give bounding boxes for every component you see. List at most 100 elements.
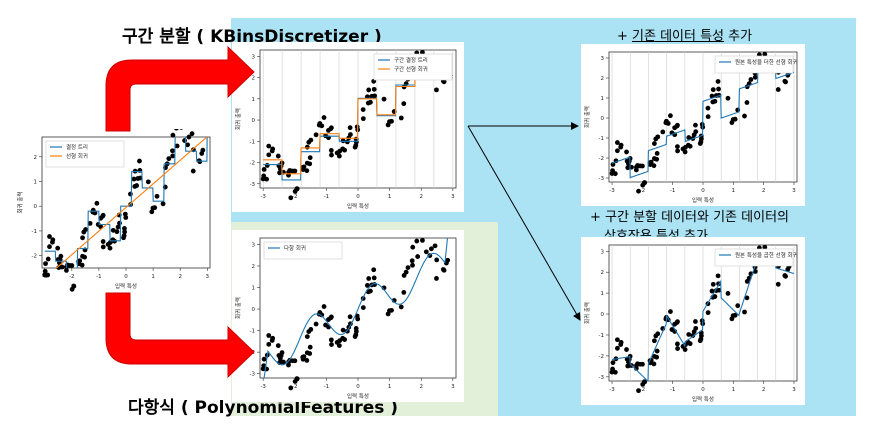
data-point <box>415 254 421 259</box>
data-point <box>693 129 699 135</box>
data-point <box>340 327 346 333</box>
data-point <box>675 346 680 351</box>
x-tick-label: -3 <box>260 194 266 200</box>
data-point <box>423 249 429 255</box>
data-point <box>300 165 306 170</box>
data-point <box>610 360 616 366</box>
data-point <box>348 132 353 137</box>
data-point <box>624 158 630 164</box>
x-tick-label: -3 <box>609 387 615 393</box>
data-point <box>389 307 394 313</box>
x-tick-label: 2 <box>178 274 182 280</box>
data-point <box>434 87 439 93</box>
data-point <box>149 209 155 215</box>
y-tick-label: 2 <box>252 76 256 82</box>
y-tick-label: -3 <box>250 182 256 188</box>
data-point <box>762 51 768 57</box>
x-tick-label: 0 <box>701 387 705 393</box>
x-tick-label: 3 <box>451 194 455 200</box>
y-tick-label: 1 <box>601 291 605 297</box>
data-point <box>783 273 788 279</box>
legend-entry: 구간 선형 회귀 <box>394 65 428 73</box>
data-point <box>185 142 190 148</box>
data-point <box>420 49 425 55</box>
data-point <box>323 322 328 328</box>
data-point <box>414 238 420 244</box>
data-point <box>742 309 747 315</box>
x-axis-label: 입력 특성 <box>347 392 369 400</box>
y-tick-label: -2 <box>599 354 604 360</box>
data-point <box>752 74 758 80</box>
data-point <box>166 156 172 162</box>
data-point <box>189 131 195 137</box>
x-tick-label: 0 <box>701 188 705 194</box>
data-point <box>744 295 750 301</box>
data-point <box>612 171 618 177</box>
data-point <box>653 136 659 142</box>
data-point <box>675 148 680 154</box>
data-point <box>307 344 313 350</box>
x-tick-label: -2 <box>292 194 297 200</box>
data-point <box>709 288 715 294</box>
data-point <box>405 265 411 271</box>
data-point <box>434 276 439 281</box>
data-point <box>398 115 404 121</box>
data-point <box>170 153 176 159</box>
data-point <box>687 341 693 347</box>
red-curved-arrow-icon <box>105 45 255 132</box>
y-tick-label: 3 <box>252 242 256 248</box>
data-point <box>82 254 87 260</box>
data-point <box>401 101 407 107</box>
data-point <box>371 267 377 273</box>
data-point <box>269 338 275 343</box>
add-interaction-line1: + 구간 분할 데이터와 기존 데이터의 <box>590 210 789 225</box>
data-point <box>328 148 334 153</box>
data-point <box>278 359 284 365</box>
data-point <box>614 148 620 154</box>
x-tick-label: -2 <box>69 274 74 280</box>
data-point <box>710 87 716 93</box>
data-point <box>347 125 353 131</box>
data-point <box>640 361 645 367</box>
y-tick-label: -1 <box>599 333 604 339</box>
x-tick-label: 3 <box>206 274 210 280</box>
data-point <box>47 234 52 239</box>
data-point <box>306 139 312 145</box>
data-point <box>313 321 319 327</box>
y-tick-label: -3 <box>599 176 605 182</box>
data-point <box>398 304 404 310</box>
x-tick-label: 2 <box>419 384 423 390</box>
data-point <box>401 290 407 295</box>
data-point <box>618 144 624 150</box>
data-point <box>261 173 267 179</box>
data-point <box>121 233 127 239</box>
data-point <box>307 155 313 161</box>
data-point <box>710 281 716 287</box>
data-point <box>710 99 716 105</box>
y-tick-label: 1 <box>601 96 605 102</box>
data-point <box>145 179 151 185</box>
data-point <box>294 376 300 382</box>
series-line <box>263 238 449 378</box>
y-tick-label: 0 <box>252 118 256 124</box>
y-axis-label: 회귀 출력 <box>583 302 591 324</box>
x-tick-label: 1 <box>151 274 155 280</box>
x-tick-label: 0 <box>356 384 360 390</box>
data-point <box>122 211 128 217</box>
data-point <box>434 257 440 263</box>
data-point <box>261 166 267 172</box>
y-tick-label: -3 <box>599 375 605 381</box>
y-tick-label: -2 <box>250 161 255 167</box>
data-point <box>132 184 138 189</box>
data-point <box>55 245 61 251</box>
data-point <box>304 357 310 363</box>
data-point <box>347 314 353 320</box>
data-point <box>286 362 291 368</box>
data-point <box>654 354 660 360</box>
data-point <box>668 113 673 119</box>
x-tick-label: 3 <box>792 387 796 393</box>
data-point <box>326 317 331 322</box>
data-point <box>614 140 620 145</box>
data-point <box>614 345 620 351</box>
